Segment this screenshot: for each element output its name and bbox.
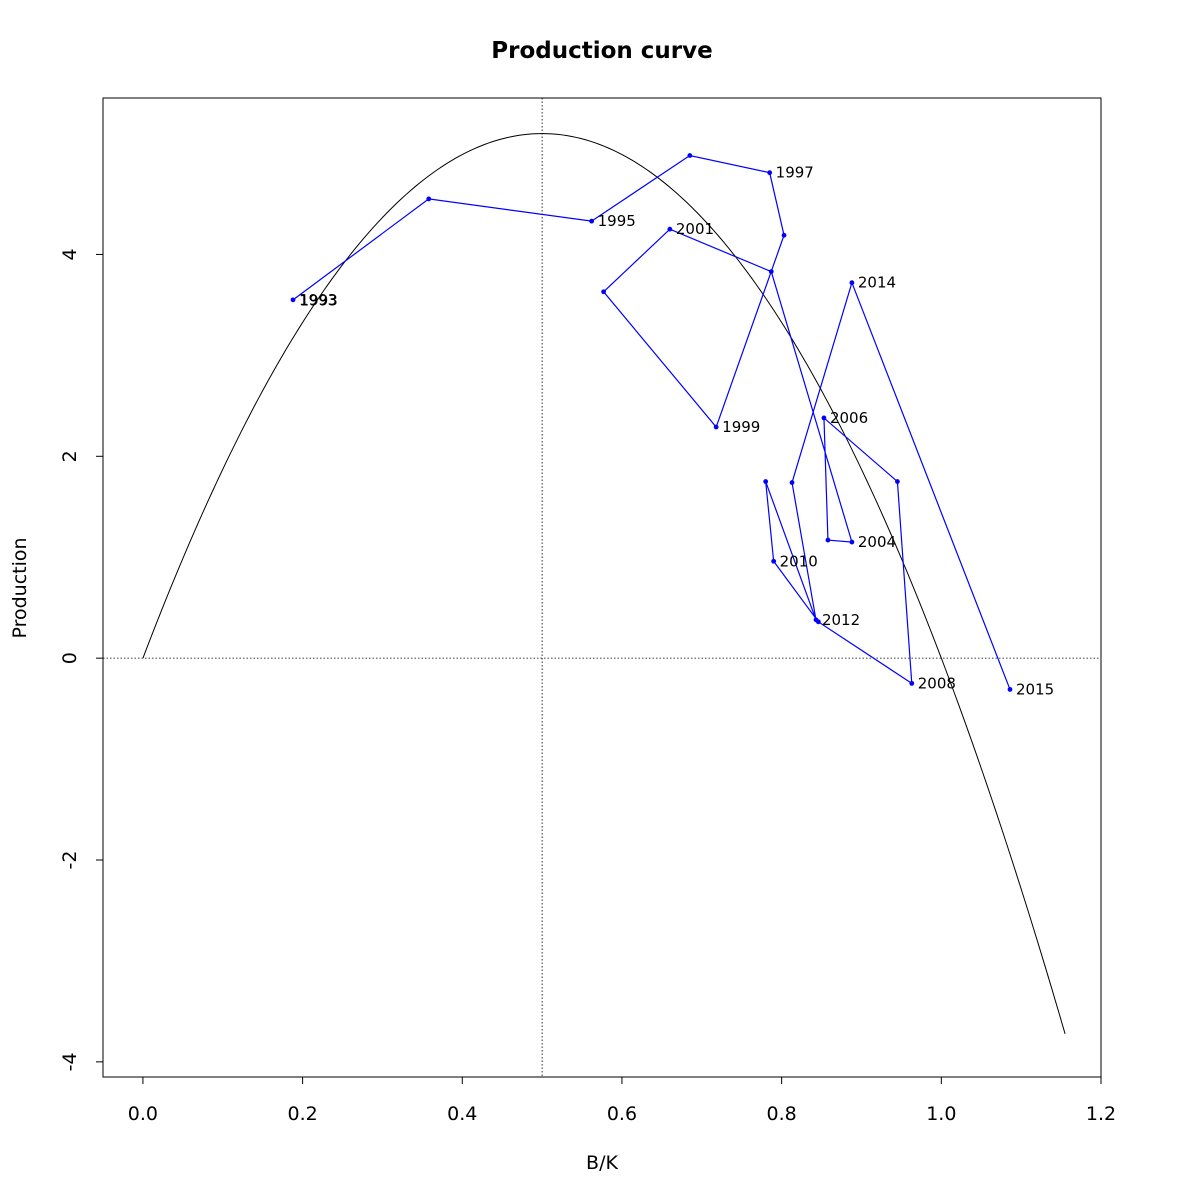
trajectory-point [601, 289, 606, 295]
y-tick-label: -4 [59, 1052, 81, 1071]
trajectory-point [767, 170, 773, 176]
point-label: 2006 [830, 409, 868, 427]
x-tick-label: 0.6 [607, 1103, 637, 1125]
trajectory-line [292, 154, 1011, 690]
trajectory-point [895, 479, 900, 484]
trajectory-point [426, 196, 432, 202]
x-tick-label: 0.0 [128, 1103, 158, 1125]
trajectory-point [1007, 687, 1013, 692]
trajectory-point [909, 680, 915, 686]
chart-title: Production curve [491, 38, 712, 64]
point-label: 1997 [776, 164, 814, 182]
trajectory-point [813, 617, 819, 623]
x-axis-label: B/K [586, 1152, 618, 1174]
trajectory-point [771, 558, 777, 564]
trajectory-point [763, 479, 769, 484]
point-labels-layer: 1993 1995 1997 1999 2001 2004 2006 2008 2010 2012… [299, 164, 1054, 699]
y-tick-label: 0 [59, 652, 81, 664]
x-tick-label: 0.8 [767, 1103, 797, 1125]
point-label: 2010 [780, 552, 818, 570]
point-label: 1999 [722, 418, 760, 436]
x-tick-label: 1.0 [926, 1103, 956, 1125]
y-axis-label: Production [9, 537, 31, 638]
trajectory-point [849, 539, 855, 545]
trajectory-point [849, 280, 855, 286]
point-label: 2004 [858, 533, 896, 551]
trajectory-point [768, 269, 774, 274]
trajectory-point [821, 415, 827, 421]
x-tick-label: 1.2 [1086, 1103, 1116, 1125]
point-label: 2012 [822, 611, 860, 629]
x-tick-label: 0.4 [447, 1103, 477, 1125]
trajectory-point [589, 218, 595, 224]
trajectory-point [789, 480, 795, 485]
y-tick-label: 4 [59, 248, 81, 260]
trajectory-layer [290, 153, 1013, 692]
point-label: 2015 [1016, 680, 1054, 698]
trajectory-point [290, 297, 296, 303]
point-label: 2014 [858, 274, 896, 292]
point-label: 1995 [598, 212, 636, 230]
reference-lines [103, 98, 1101, 1077]
trajectory-point [781, 232, 787, 238]
point-label: 2001 [676, 220, 714, 238]
y-tick-label: -2 [59, 851, 81, 870]
x-axis: 0.0 0.2 0.4 0.6 0.8 1.0 1.2 [128, 1076, 1116, 1125]
y-axis: -4 -2 0 2 4 [59, 248, 104, 1071]
x-tick-label: 0.2 [287, 1103, 317, 1125]
trajectory-point [825, 537, 831, 543]
production-curve-layer [142, 133, 1066, 1034]
trajectory-point [687, 153, 693, 158]
trajectory-point [667, 226, 673, 232]
point-label-overlap: 1993 [300, 291, 338, 309]
point-label: 2008 [918, 674, 956, 692]
production-curve [142, 133, 1066, 1034]
point-label: 1993 [299, 291, 337, 309]
trajectory-point [713, 424, 719, 430]
y-tick-label: 2 [59, 450, 81, 462]
